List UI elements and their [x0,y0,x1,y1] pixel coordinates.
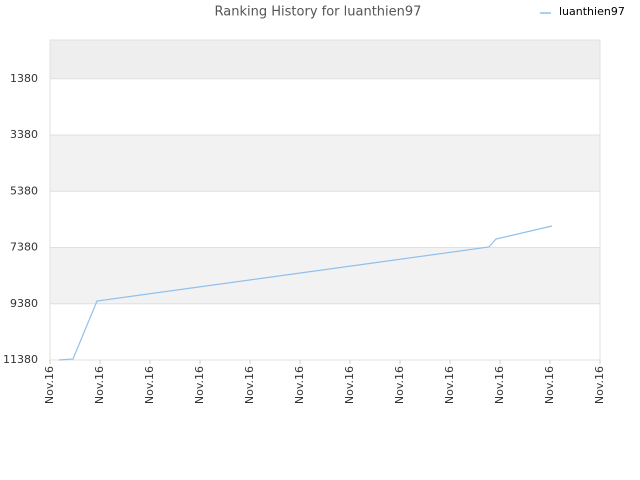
plot-background [50,40,600,360]
plot-border [49,39,601,361]
x-tick-label: Nov.16 [243,366,256,404]
x-tick-label: Nov.16 [43,366,56,404]
legend-label: luanthien97 [559,5,625,18]
x-tick-label: Nov.16 [293,366,306,404]
x-tick-label: Nov.16 [593,366,606,404]
x-tick-label: Nov.16 [543,366,556,404]
y-tick-label: 3380 [10,128,38,141]
y-tick-label: 9380 [10,297,38,310]
y-tick-label: 5380 [10,184,38,197]
x-tick-label: Nov.16 [443,366,456,404]
chart-title: Ranking History for luanthien97 [215,5,422,20]
band [50,135,600,192]
x-tick-label: Nov.16 [143,366,156,404]
y-tick-label: 1380 [10,72,38,85]
x-tick-label: Nov.16 [393,366,406,404]
line [58,225,553,361]
x-tick-label: Nov.16 [343,366,356,404]
x-tick-label: Nov.16 [193,366,206,404]
band [50,247,600,304]
x-tick-label: Nov.16 [93,366,106,404]
y-tick-label: 11380 [3,353,38,366]
band [50,40,600,79]
x-tick-label: Nov.16 [493,366,506,404]
y-tick-label: 7380 [10,241,38,254]
